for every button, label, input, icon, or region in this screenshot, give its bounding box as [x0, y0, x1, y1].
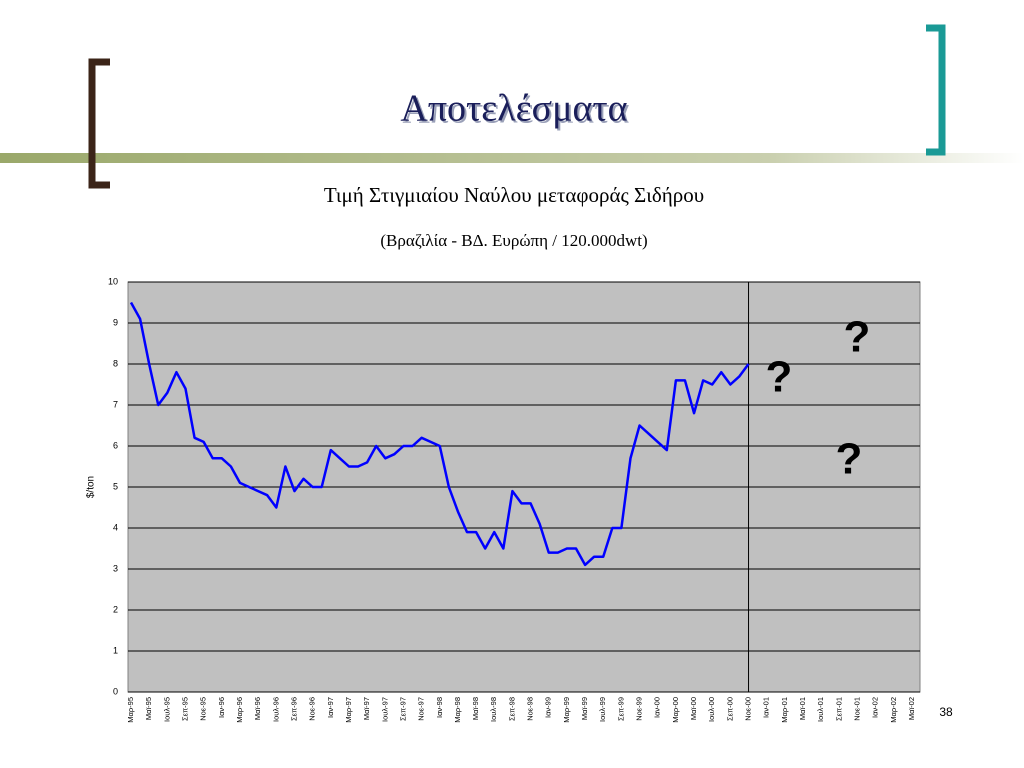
- annotation: ?: [766, 353, 793, 402]
- x-tick-label: Ιαν-02: [871, 697, 880, 718]
- x-tick-label: Ιαν-00: [653, 697, 662, 718]
- x-tick-label: Μαϊ-98: [471, 697, 480, 720]
- decor-bar: [0, 153, 1024, 163]
- annotation: ?: [844, 313, 871, 362]
- x-tick-label: Νοε-01: [852, 697, 861, 721]
- y-tick-label: 2: [113, 604, 118, 614]
- x-tick-label: Σεπ-99: [616, 697, 625, 721]
- x-tick-label: Ιαν-97: [326, 697, 335, 718]
- y-tick-label: 6: [113, 440, 118, 450]
- x-tick-label: Ιουλ-96: [271, 697, 280, 722]
- chart-subtitle: (Βραζιλία - ΒΔ. Ευρώπη / 120.000dwt): [380, 231, 647, 250]
- x-tick-label: Μαρ-97: [344, 697, 353, 723]
- x-tick-label: Μαρ-02: [889, 697, 898, 723]
- slide-number: 38: [939, 705, 953, 719]
- x-tick-label: Νοε-95: [199, 697, 208, 721]
- x-tick-label: Μαϊ-02: [907, 697, 916, 720]
- y-tick-label: 9: [113, 317, 118, 327]
- y-tick-label: 1: [113, 645, 118, 655]
- x-tick-label: Νοε-96: [308, 697, 317, 721]
- x-tick-label: Ιαν-01: [762, 697, 771, 718]
- x-tick-label: Ιαν-96: [217, 697, 226, 718]
- x-tick-label: Μαϊ-96: [253, 697, 262, 720]
- x-tick-label: Σεπ-97: [398, 697, 407, 721]
- left-bracket: [88, 58, 110, 189]
- x-tick-label: Ιουλ-95: [162, 697, 171, 722]
- x-tick-label: Ιουλ-97: [380, 697, 389, 722]
- x-tick-label: Νοε-97: [417, 697, 426, 721]
- x-tick-label: Μαϊ-99: [580, 697, 589, 720]
- y-tick-label: 0: [113, 686, 118, 696]
- y-tick-label: 8: [113, 358, 118, 368]
- x-tick-label: Μαρ-98: [453, 697, 462, 723]
- x-tick-label: Μαρ-01: [780, 697, 789, 723]
- x-tick-label: Μαϊ-01: [798, 697, 807, 720]
- x-tick-label: Ιουλ-00: [707, 697, 716, 722]
- x-tick-label: Νοε-99: [635, 697, 644, 721]
- x-tick-label: Ιουλ-01: [816, 697, 825, 722]
- x-tick-label: Σεπ-95: [180, 697, 189, 721]
- x-tick-label: Νοε-00: [744, 697, 753, 721]
- x-tick-label: Μαϊ-95: [144, 697, 153, 720]
- slide-title: Αποτελέσματα: [400, 88, 627, 130]
- y-tick-label: 5: [113, 481, 118, 491]
- x-tick-label: Μαϊ-97: [362, 697, 371, 720]
- x-tick-label: Ιουλ-98: [489, 697, 498, 722]
- x-tick-label: Σεπ-96: [289, 697, 298, 721]
- x-tick-label: Μαρ-95: [126, 697, 135, 723]
- y-tick-label: 3: [113, 563, 118, 573]
- x-tick-label: Σεπ-01: [834, 697, 843, 721]
- x-tick-label: Μαϊ-00: [689, 697, 698, 720]
- title-shadow: Αποτελέσματα: [402, 90, 629, 132]
- x-tick-label: Μαρ-99: [562, 697, 571, 723]
- x-tick-label: Μαρ-00: [671, 697, 680, 723]
- right-bracket: [926, 24, 946, 156]
- x-tick-label: Ιαν-98: [435, 697, 444, 718]
- y-axis-label: $/ton: [86, 476, 97, 498]
- x-tick-label: Σεπ-00: [725, 697, 734, 721]
- chart-title: Τιμή Στιγμιαίου Ναύλου μεταφοράς Σιδήρου: [324, 183, 704, 207]
- x-tick-label: Μαρ-96: [235, 697, 244, 723]
- y-tick-label: 4: [113, 522, 118, 532]
- x-tick-label: Σεπ-98: [507, 697, 516, 721]
- x-tick-label: Ιουλ-99: [598, 697, 607, 722]
- x-tick-label: Νοε-98: [526, 697, 535, 721]
- y-tick-label: 7: [113, 399, 118, 409]
- annotation: ?: [836, 435, 863, 484]
- x-tick-label: Ιαν-99: [544, 697, 553, 718]
- data-line: [129, 301, 750, 567]
- y-tick-label: 10: [108, 276, 118, 286]
